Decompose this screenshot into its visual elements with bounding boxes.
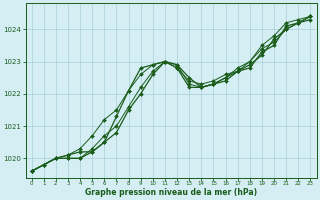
X-axis label: Graphe pression niveau de la mer (hPa): Graphe pression niveau de la mer (hPa): [85, 188, 257, 197]
